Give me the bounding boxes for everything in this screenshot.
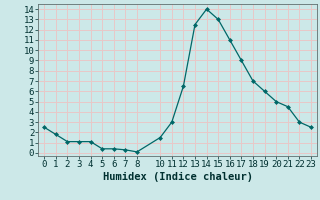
X-axis label: Humidex (Indice chaleur): Humidex (Indice chaleur) (103, 172, 252, 182)
